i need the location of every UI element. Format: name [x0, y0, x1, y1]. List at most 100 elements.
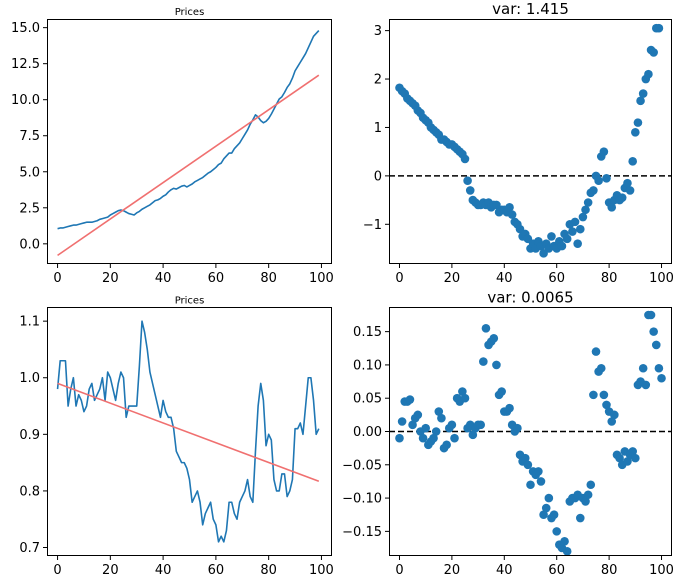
data-point [623, 457, 632, 466]
data-point [447, 420, 457, 430]
panel-top-right: var: 1.415 0 20 40 60 80 100 −1 0 1 2 3 [363, 0, 674, 286]
data-point [434, 407, 444, 416]
x-tick-label: 100 [309, 563, 334, 578]
y-tick-label: 0.9 [19, 428, 40, 443]
x-tick-label: 40 [155, 271, 172, 286]
x-tick-label: 20 [444, 271, 461, 286]
panel-top-left: Prices 0 20 40 60 80 100 0.0 2.5 5.0 7.5 10.0 12.5 1… [11, 7, 334, 286]
data-point [541, 503, 551, 513]
y-tick-label: 0.15 [353, 325, 382, 340]
data-point [654, 23, 664, 33]
x-tick-label: 80 [601, 271, 618, 286]
trend-line [57, 74, 320, 257]
data-point [631, 128, 640, 137]
y-tick-label: 0.10 [353, 358, 382, 373]
y-tick-label: 2 [374, 73, 382, 88]
chart-title: Prices [175, 296, 205, 307]
data-point [638, 89, 648, 98]
data-point [581, 205, 590, 215]
data-point [476, 420, 486, 430]
x-tick-label: 40 [155, 563, 172, 578]
chart-title: var: 0.0065 [487, 289, 573, 307]
y-tick-label: 5.0 [19, 165, 40, 180]
data-point [581, 497, 590, 506]
data-point [575, 224, 585, 234]
data-point [557, 241, 567, 251]
data-point [628, 157, 637, 166]
plot-area [56, 320, 320, 543]
data-point [552, 527, 561, 536]
data-point [607, 417, 617, 426]
data-point [534, 467, 543, 476]
data-point [489, 333, 499, 343]
data-point [602, 400, 611, 410]
y-tick-label: 1.1 [19, 315, 40, 330]
x-tick-label: 60 [208, 271, 225, 286]
data-point [418, 433, 428, 443]
data-point [458, 387, 467, 396]
data-point [649, 327, 658, 336]
data-point [560, 537, 569, 546]
data-point [596, 363, 606, 373]
data-point [575, 513, 585, 523]
data-point [505, 203, 514, 212]
data-point [549, 510, 559, 520]
x-tick-label: 0 [53, 271, 61, 286]
data-point [633, 118, 643, 127]
data-point [450, 433, 459, 443]
x-tick-label: 100 [649, 271, 674, 286]
data-point [397, 417, 407, 426]
data-point [539, 510, 548, 520]
axes-frame [47, 307, 332, 556]
data-point [507, 210, 517, 219]
data-point [505, 403, 514, 413]
plot-area [389, 310, 672, 556]
data-point [657, 373, 666, 383]
x-tick-label: 20 [102, 563, 119, 578]
data-point [405, 395, 415, 404]
data-point [646, 310, 656, 320]
y-tick-label: −1 [363, 218, 382, 233]
x-tick-label: 20 [102, 271, 119, 286]
data-point [594, 176, 603, 186]
x-tick-label: 20 [444, 563, 461, 578]
data-point [602, 174, 611, 183]
data-point [610, 410, 619, 420]
data-point [468, 430, 478, 440]
x-tick-label: 40 [496, 271, 513, 286]
panel-bottom-left: Prices 0 20 40 60 80 100 0.7 0.8 0.9 1.0 1.1 [19, 296, 334, 579]
data-point [562, 547, 572, 556]
data-point [589, 390, 598, 400]
data-point [513, 423, 522, 433]
data-point [395, 433, 404, 443]
data-point [617, 193, 627, 202]
data-point [607, 203, 617, 212]
panel-bottom-right: var: 0.0065 0 20 40 60 80 100 −0.15 −0.10 −0.05 0… [342, 289, 674, 579]
y-tick-label: −0.05 [342, 458, 382, 473]
x-tick-label: 0 [395, 563, 403, 578]
data-point [536, 477, 546, 486]
y-tick-label: 12.5 [11, 57, 40, 72]
data-point [465, 186, 475, 195]
data-point [460, 393, 470, 403]
data-point [589, 186, 598, 195]
data-point [492, 360, 501, 370]
data-point [431, 427, 441, 436]
data-point [497, 387, 506, 396]
data-point [649, 48, 658, 57]
plot-area [57, 29, 320, 257]
data-point [628, 447, 637, 456]
data-point [615, 453, 624, 463]
data-point [547, 232, 556, 241]
x-tick-label: 60 [208, 563, 225, 578]
data-point [568, 227, 577, 236]
data-point [421, 423, 430, 433]
y-tick-label: 0.7 [19, 541, 40, 556]
y-tick-label: 2.5 [19, 201, 40, 216]
data-point [591, 347, 601, 356]
data-point [631, 453, 640, 463]
chart-title: var: 1.415 [492, 0, 569, 18]
data-point [641, 380, 651, 390]
data-point [599, 390, 609, 400]
y-tick-label: 1.0 [19, 371, 40, 386]
